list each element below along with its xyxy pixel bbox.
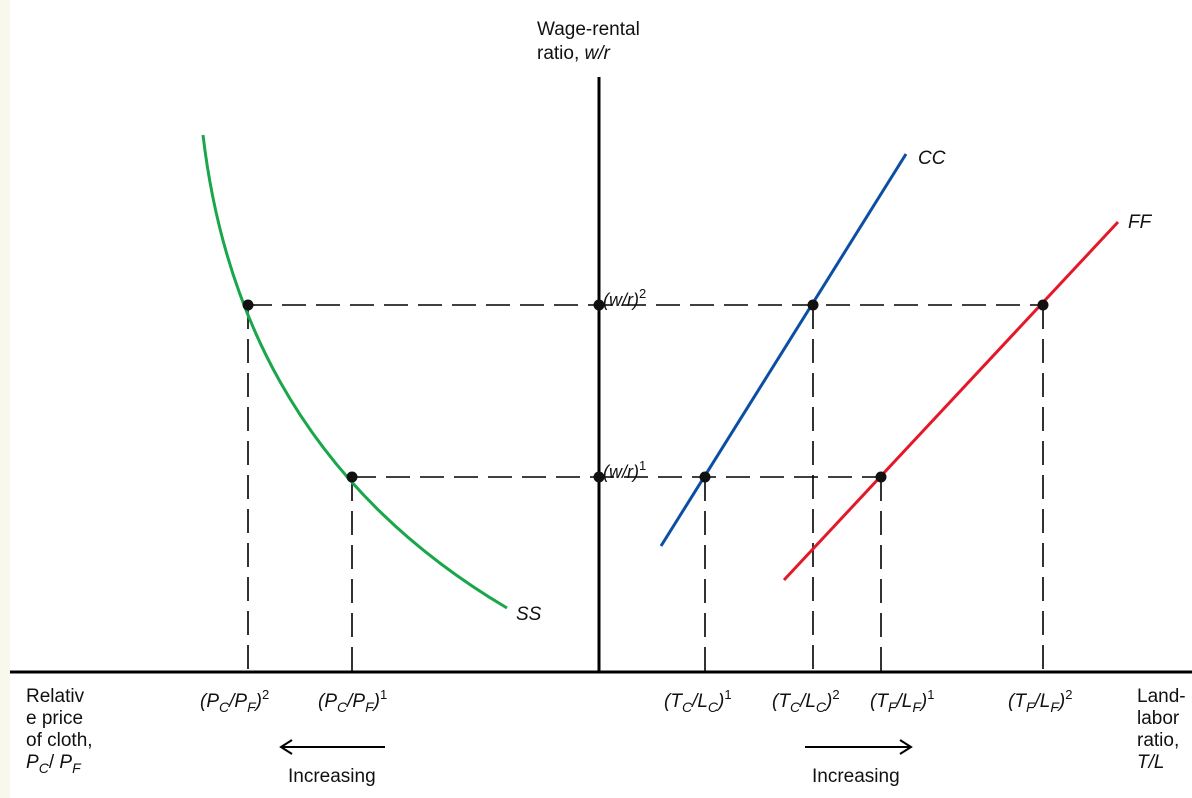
tick-pcpf2-sup: 2	[261, 687, 270, 702]
right-axis-title-line1: Land-	[1137, 686, 1186, 707]
point-ff-wr1	[875, 471, 887, 483]
point-axis-wr2	[593, 299, 605, 311]
tick-pcpf2-open: (P	[200, 691, 219, 712]
right-axis-title-line3: ratio,	[1137, 730, 1180, 751]
tick-pcpf2-mid: /P	[229, 691, 248, 712]
left-axis-title-line2: e price	[26, 708, 84, 729]
left-axis-pf: P	[59, 752, 73, 773]
ff-curve-label: FF	[1128, 212, 1152, 233]
tick-tclc2-mid: /L	[800, 691, 816, 712]
wr1-label-sup: 1	[638, 458, 647, 473]
tick-tclc2-close: )	[826, 691, 833, 712]
wr2-label: (w/r)2	[603, 283, 646, 311]
wr2-label-sup: 2	[638, 286, 647, 301]
wr1-label: (w/r)1	[603, 455, 646, 483]
tick-tclc1: (TC/LC)1	[664, 684, 732, 718]
tick-tflf1-close: )	[920, 691, 928, 712]
point-axis-wr1	[593, 471, 605, 483]
left-axis-sep: /	[48, 752, 60, 773]
tick-tclc1-close: )	[718, 691, 725, 712]
tick-tclc2-sub1: C	[789, 699, 801, 715]
diagram-graphics	[10, 77, 1192, 755]
tick-tflf2-mid: /L	[1034, 691, 1051, 712]
tick-tflf1-open: (T	[870, 691, 888, 712]
ss-curve-label: SS	[516, 604, 542, 625]
y-axis-title-var: w/r	[584, 43, 610, 64]
cc-curve-label: CC	[918, 148, 946, 169]
tick-tclc1-mid: /L	[692, 691, 708, 712]
left-increasing-label: Increasing	[288, 766, 376, 787]
tick-tflf2-open: (T	[1008, 691, 1026, 712]
tick-pcpf1-sub2: F	[365, 699, 374, 715]
right-increasing-label: Increasing	[812, 766, 900, 787]
right-arrow-icon	[805, 739, 913, 755]
tick-tflf1-mid: /L	[896, 691, 913, 712]
point-cc-wr2	[807, 299, 819, 311]
tick-tclc2-open: (T	[772, 691, 790, 712]
tick-tclc1-sub2: C	[707, 699, 719, 715]
tick-tclc2-sub2: C	[815, 699, 827, 715]
right-axis-title-line4: T/L	[1137, 752, 1165, 773]
right-axis-title-line2: labor	[1137, 708, 1180, 729]
tick-pcpf2-sub2: F	[247, 699, 256, 715]
tick-tflf1-sup: 1	[927, 687, 935, 702]
left-arrow-icon	[279, 739, 385, 755]
tick-tflf1-sub2: F	[912, 699, 921, 715]
tick-tclc1-sub1: C	[681, 699, 693, 715]
tick-tflf2-sup: 2	[1065, 687, 1073, 702]
tick-tflf1: (TF/LF)1	[870, 684, 934, 718]
wr1-label-base: (w/r)	[603, 462, 639, 482]
tick-pcpf1-sub1: C	[337, 699, 348, 715]
point-ss-wr1	[346, 471, 358, 483]
y-axis-title-line1: Wage-rental	[537, 19, 640, 40]
left-axis-pc-sub: C	[38, 760, 49, 776]
y-axis-title: Wage-rental ratio, w/r	[537, 18, 640, 66]
tick-tclc2: (TC/LC)2	[772, 684, 840, 718]
tick-pcpf2-close: )	[255, 691, 262, 712]
left-axis-title-line4: PC/ PF	[26, 752, 93, 779]
left-axis-title-line3: of cloth,	[26, 730, 93, 751]
tick-tflf2-sub2: F	[1050, 699, 1059, 715]
left-axis-title: Relativ e price of cloth, PC/ PF	[26, 686, 93, 779]
tick-tclc1-sup: 1	[724, 687, 732, 702]
ss-curve	[201, 134, 508, 610]
tick-tflf1-sub1: F	[887, 699, 897, 715]
left-axis-pf-sub: F	[72, 760, 81, 776]
right-axis-title: Land- labor ratio, T/L	[1137, 686, 1186, 774]
tick-pcpf1-mid: /P	[347, 691, 366, 712]
point-cc-wr1	[699, 471, 711, 483]
ff-line	[782, 220, 1120, 582]
tick-tclc1-open: (T	[664, 691, 682, 712]
tick-pcpf1-close: )	[373, 691, 380, 712]
tick-tflf2-sub1: F	[1025, 699, 1035, 715]
y-axis-title-prefix: ratio,	[537, 43, 585, 64]
tick-pcpf1: (PC/PF)1	[318, 684, 387, 718]
tick-tflf2: (TF/LF)2	[1008, 684, 1072, 718]
y-axis-title-line2: ratio, w/r	[537, 42, 640, 66]
wr2-label-base: (w/r)	[603, 290, 639, 310]
point-ss-wr2	[242, 299, 254, 311]
tick-tclc2-sup: 2	[832, 687, 840, 702]
tick-pcpf1-sup: 1	[379, 687, 388, 702]
tick-pcpf1-open: (P	[318, 691, 337, 712]
tick-pcpf2: (PC/PF)2	[200, 684, 269, 718]
point-ff-wr2	[1037, 299, 1049, 311]
tick-pcpf2-sub1: C	[219, 699, 230, 715]
tick-tflf2-close: )	[1058, 691, 1066, 712]
left-axis-pc: P	[26, 752, 39, 773]
left-axis-title-line1: Relativ	[26, 686, 85, 707]
diagram-canvas: Wage-rental ratio, w/r SS CC FF (w/r)2 (…	[10, 0, 1192, 798]
